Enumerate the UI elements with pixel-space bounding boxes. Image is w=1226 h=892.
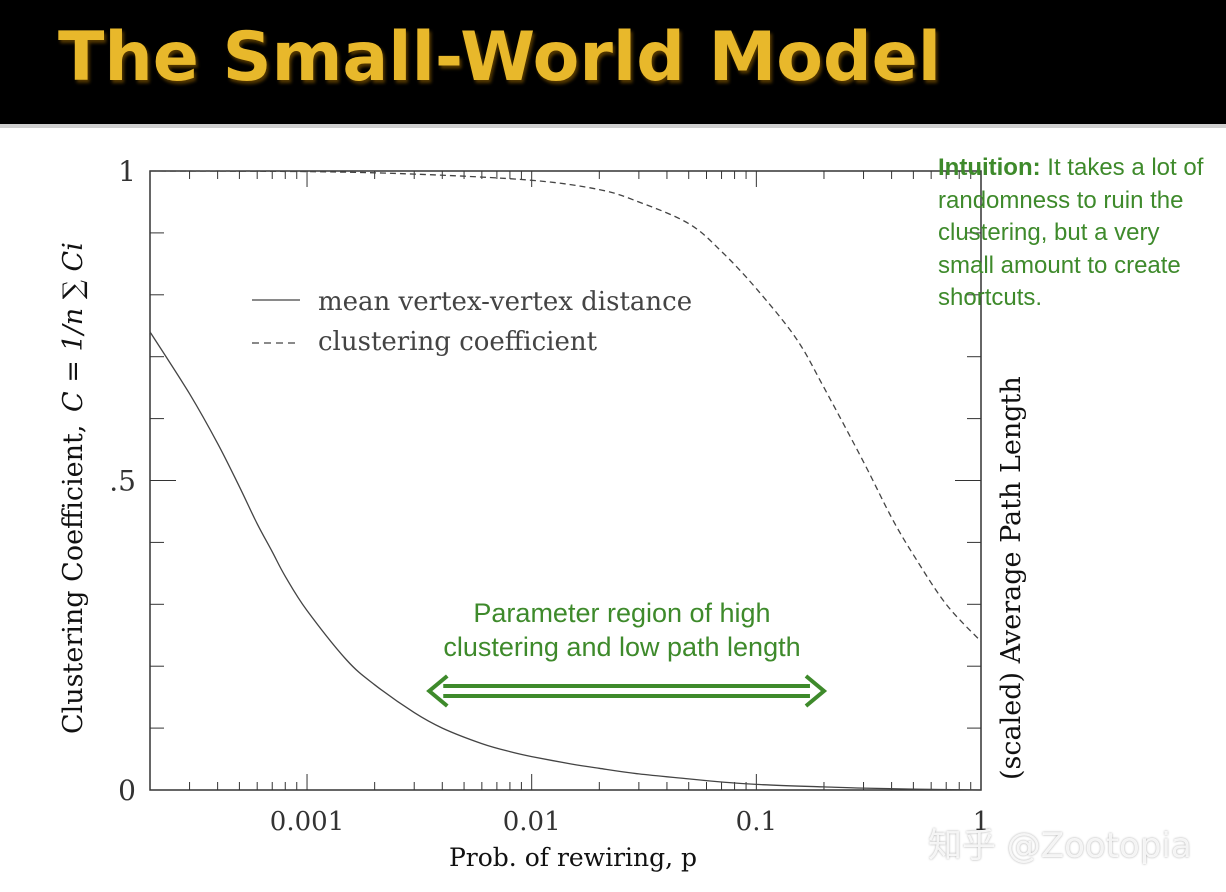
- x-tick-label: 0.001: [270, 807, 344, 837]
- watermark: 知乎 @Zootopia: [928, 826, 1192, 866]
- legend-label-clustering: clustering coefficient: [318, 327, 598, 357]
- x-tick-label: 0.01: [503, 807, 561, 837]
- axis-ticks: 0.001 0.01 0.1 1 1 .5 0: [109, 155, 989, 837]
- arrow-head-right: [804, 674, 828, 708]
- intuition-text: It takes a lot of randomness to ruin the…: [938, 154, 1204, 311]
- y-axis-left-formula: C = 1/n ∑ Ci: [58, 242, 89, 412]
- arrow-head-left: [426, 674, 449, 708]
- intuition-lead: Intuition:: [938, 154, 1041, 181]
- x-tick-label: 1: [973, 807, 990, 837]
- title-bar: The Small-World Model: [0, 0, 1226, 128]
- x-tick-label: 0.1: [736, 807, 777, 837]
- x-axis-label: Prob. of rewiring, p: [449, 843, 697, 872]
- region-label-line2: clustering and low path length: [443, 632, 801, 662]
- y-tick-label: 1: [118, 155, 136, 188]
- y-axis-left-label: Clustering Coefficient,: [58, 425, 89, 734]
- y-tick-label: .5: [109, 465, 136, 498]
- legend-label-distance: mean vertex-vertex distance: [318, 287, 692, 317]
- intuition-note: Intuition: It takes a lot of randomness …: [938, 152, 1208, 315]
- y-tick-label: 0: [118, 774, 136, 807]
- series-layer: [149, 170, 982, 791]
- slide-title: The Small-World Model: [58, 18, 942, 97]
- region-double-arrow: [426, 674, 828, 708]
- region-label-line1: Parameter region of high: [473, 598, 771, 628]
- region-label: Parameter region of high clustering and …: [412, 596, 832, 664]
- legend: mean vertex-vertex distance clustering c…: [252, 287, 692, 357]
- y-axis-right-label: (scaled) Average Path Length: [996, 376, 1027, 780]
- series-line-mean-distance: [149, 331, 982, 791]
- series-line-clustering: [149, 170, 982, 642]
